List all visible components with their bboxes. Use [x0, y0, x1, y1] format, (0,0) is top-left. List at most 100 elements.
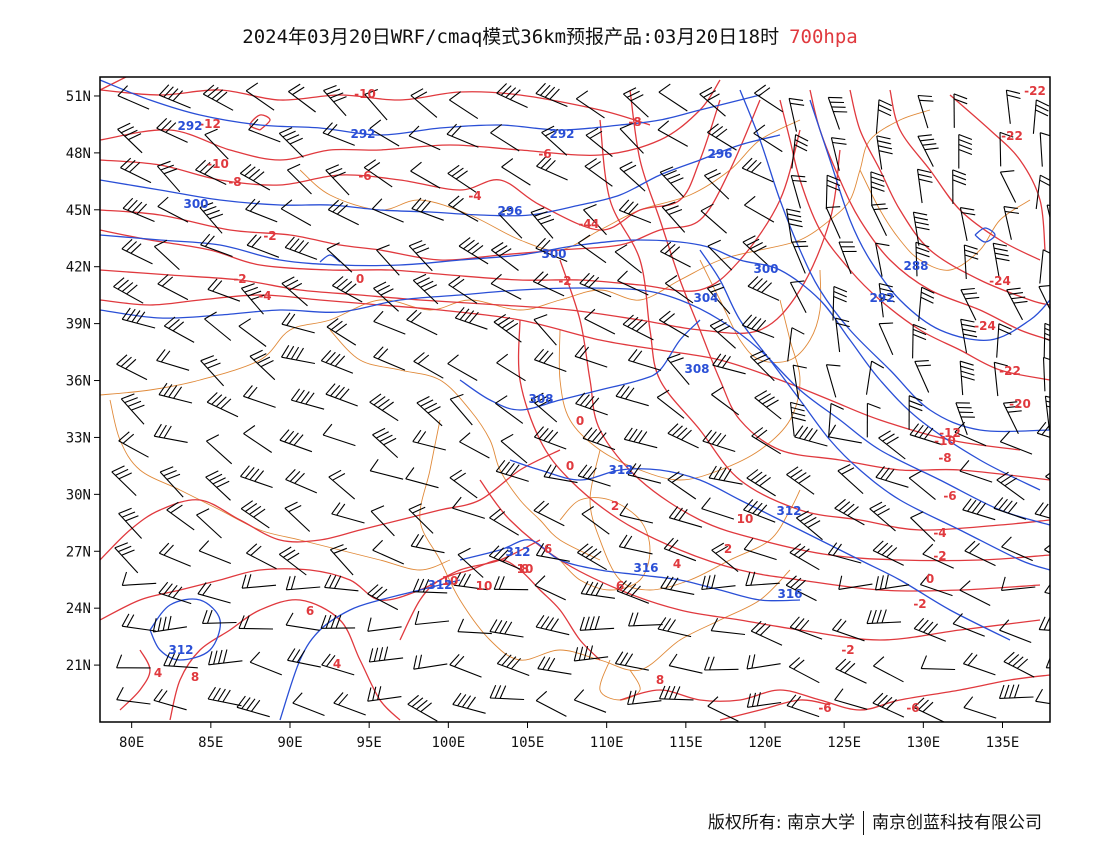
barb-shaft [198, 550, 232, 565]
wind-barb [585, 127, 613, 158]
lon-label: 110E [590, 735, 624, 751]
barb-feather [154, 239, 168, 247]
wind-barb [156, 349, 190, 371]
temperature-label: -10 [934, 434, 956, 448]
barb-feather [792, 179, 807, 183]
boundary-line [759, 109, 931, 251]
wind-barb [789, 280, 807, 313]
barb-feather [159, 466, 174, 473]
barb-shaft [667, 432, 699, 449]
barb-feather [789, 543, 802, 554]
wind-barb [707, 123, 737, 151]
barb-feather [755, 429, 768, 440]
barb-feather [584, 308, 596, 320]
barb-feather [327, 199, 339, 211]
barb-feather [803, 516, 817, 525]
barb-feather [332, 201, 344, 213]
barb-feather [746, 693, 752, 708]
barb-feather [206, 392, 218, 403]
barb-feather [500, 433, 514, 442]
barb-feather [789, 97, 804, 101]
barb-shaft [838, 241, 852, 275]
barb-feather [1016, 658, 1029, 669]
barb-feather [325, 164, 340, 171]
barb-feather [222, 649, 228, 664]
barb-shaft [543, 476, 578, 484]
barb-shaft [788, 666, 820, 684]
wind-barb [532, 271, 565, 297]
barb-shaft [992, 243, 1000, 277]
wind-barb [242, 385, 276, 408]
wind-barb [743, 499, 776, 523]
barb-feather [803, 427, 813, 441]
barb-feather [213, 650, 218, 665]
barb-shaft [496, 470, 529, 482]
barb-feather [878, 430, 891, 439]
barb-feather [489, 684, 497, 699]
barb-shaft [619, 546, 653, 555]
barb-shaft [666, 358, 690, 385]
barb-feather [247, 386, 258, 399]
barb-feather [963, 292, 978, 295]
barb-feather [117, 545, 132, 553]
wind-barb [958, 133, 973, 169]
barb-feather [715, 128, 728, 139]
lat-label: 24N [66, 601, 91, 617]
temperature-label: 10 [737, 512, 754, 526]
barb-feather [660, 575, 669, 589]
barb-shaft [246, 552, 277, 570]
barb-feather [1003, 651, 1015, 663]
wind-barb [453, 572, 488, 591]
barb-shaft [963, 663, 996, 676]
wind-barb [202, 84, 234, 111]
wind-barb [573, 689, 607, 713]
barb-feather [332, 276, 344, 287]
barb-feather [834, 498, 846, 509]
barb-feather [993, 497, 1004, 509]
barb-feather [965, 296, 980, 300]
barb-shaft [448, 284, 478, 304]
barb-feather [424, 402, 438, 411]
barb-feather [452, 692, 462, 705]
barb-feather [874, 576, 879, 591]
barb-shaft [1043, 323, 1046, 358]
temperature-label: -4 [468, 189, 481, 203]
barb-shaft [369, 657, 404, 663]
wind-barb [457, 618, 492, 635]
wind-barb [495, 395, 524, 424]
barb-feather [962, 498, 972, 511]
wind-barb [917, 94, 934, 129]
barb-feather [1049, 478, 1050, 480]
barb-feather [157, 160, 171, 167]
barb-shaft [667, 479, 697, 500]
barb-feather [794, 618, 805, 630]
barb-feather [373, 647, 379, 662]
wind-barb [535, 543, 570, 562]
barb-feather [633, 429, 643, 443]
barb-feather [667, 619, 676, 632]
barb-feather [918, 699, 929, 711]
barb-feather [285, 279, 299, 288]
barb-feather [827, 542, 838, 555]
barb-feather [620, 386, 630, 398]
wind-barb [372, 427, 399, 459]
barb-feather [499, 685, 507, 699]
barb-feather [126, 284, 138, 295]
wind-barb [459, 432, 490, 459]
barb-feather [376, 588, 388, 599]
barb-shaft [959, 589, 991, 606]
barb-feather [676, 427, 688, 438]
barb-shaft [287, 659, 321, 668]
barb-feather [1054, 474, 1065, 482]
barb-feather [209, 473, 223, 481]
barb-feather [458, 573, 466, 587]
barb-shaft [457, 631, 492, 635]
geopotential-contour [809, 99, 1050, 341]
barb-feather [998, 684, 1005, 699]
wind-barb [1044, 395, 1050, 430]
wind-barb [451, 496, 485, 519]
barb-feather [117, 122, 131, 130]
geopotential-label: 316 [633, 561, 658, 575]
barb-feather [833, 285, 848, 293]
barb-feather [459, 308, 470, 321]
